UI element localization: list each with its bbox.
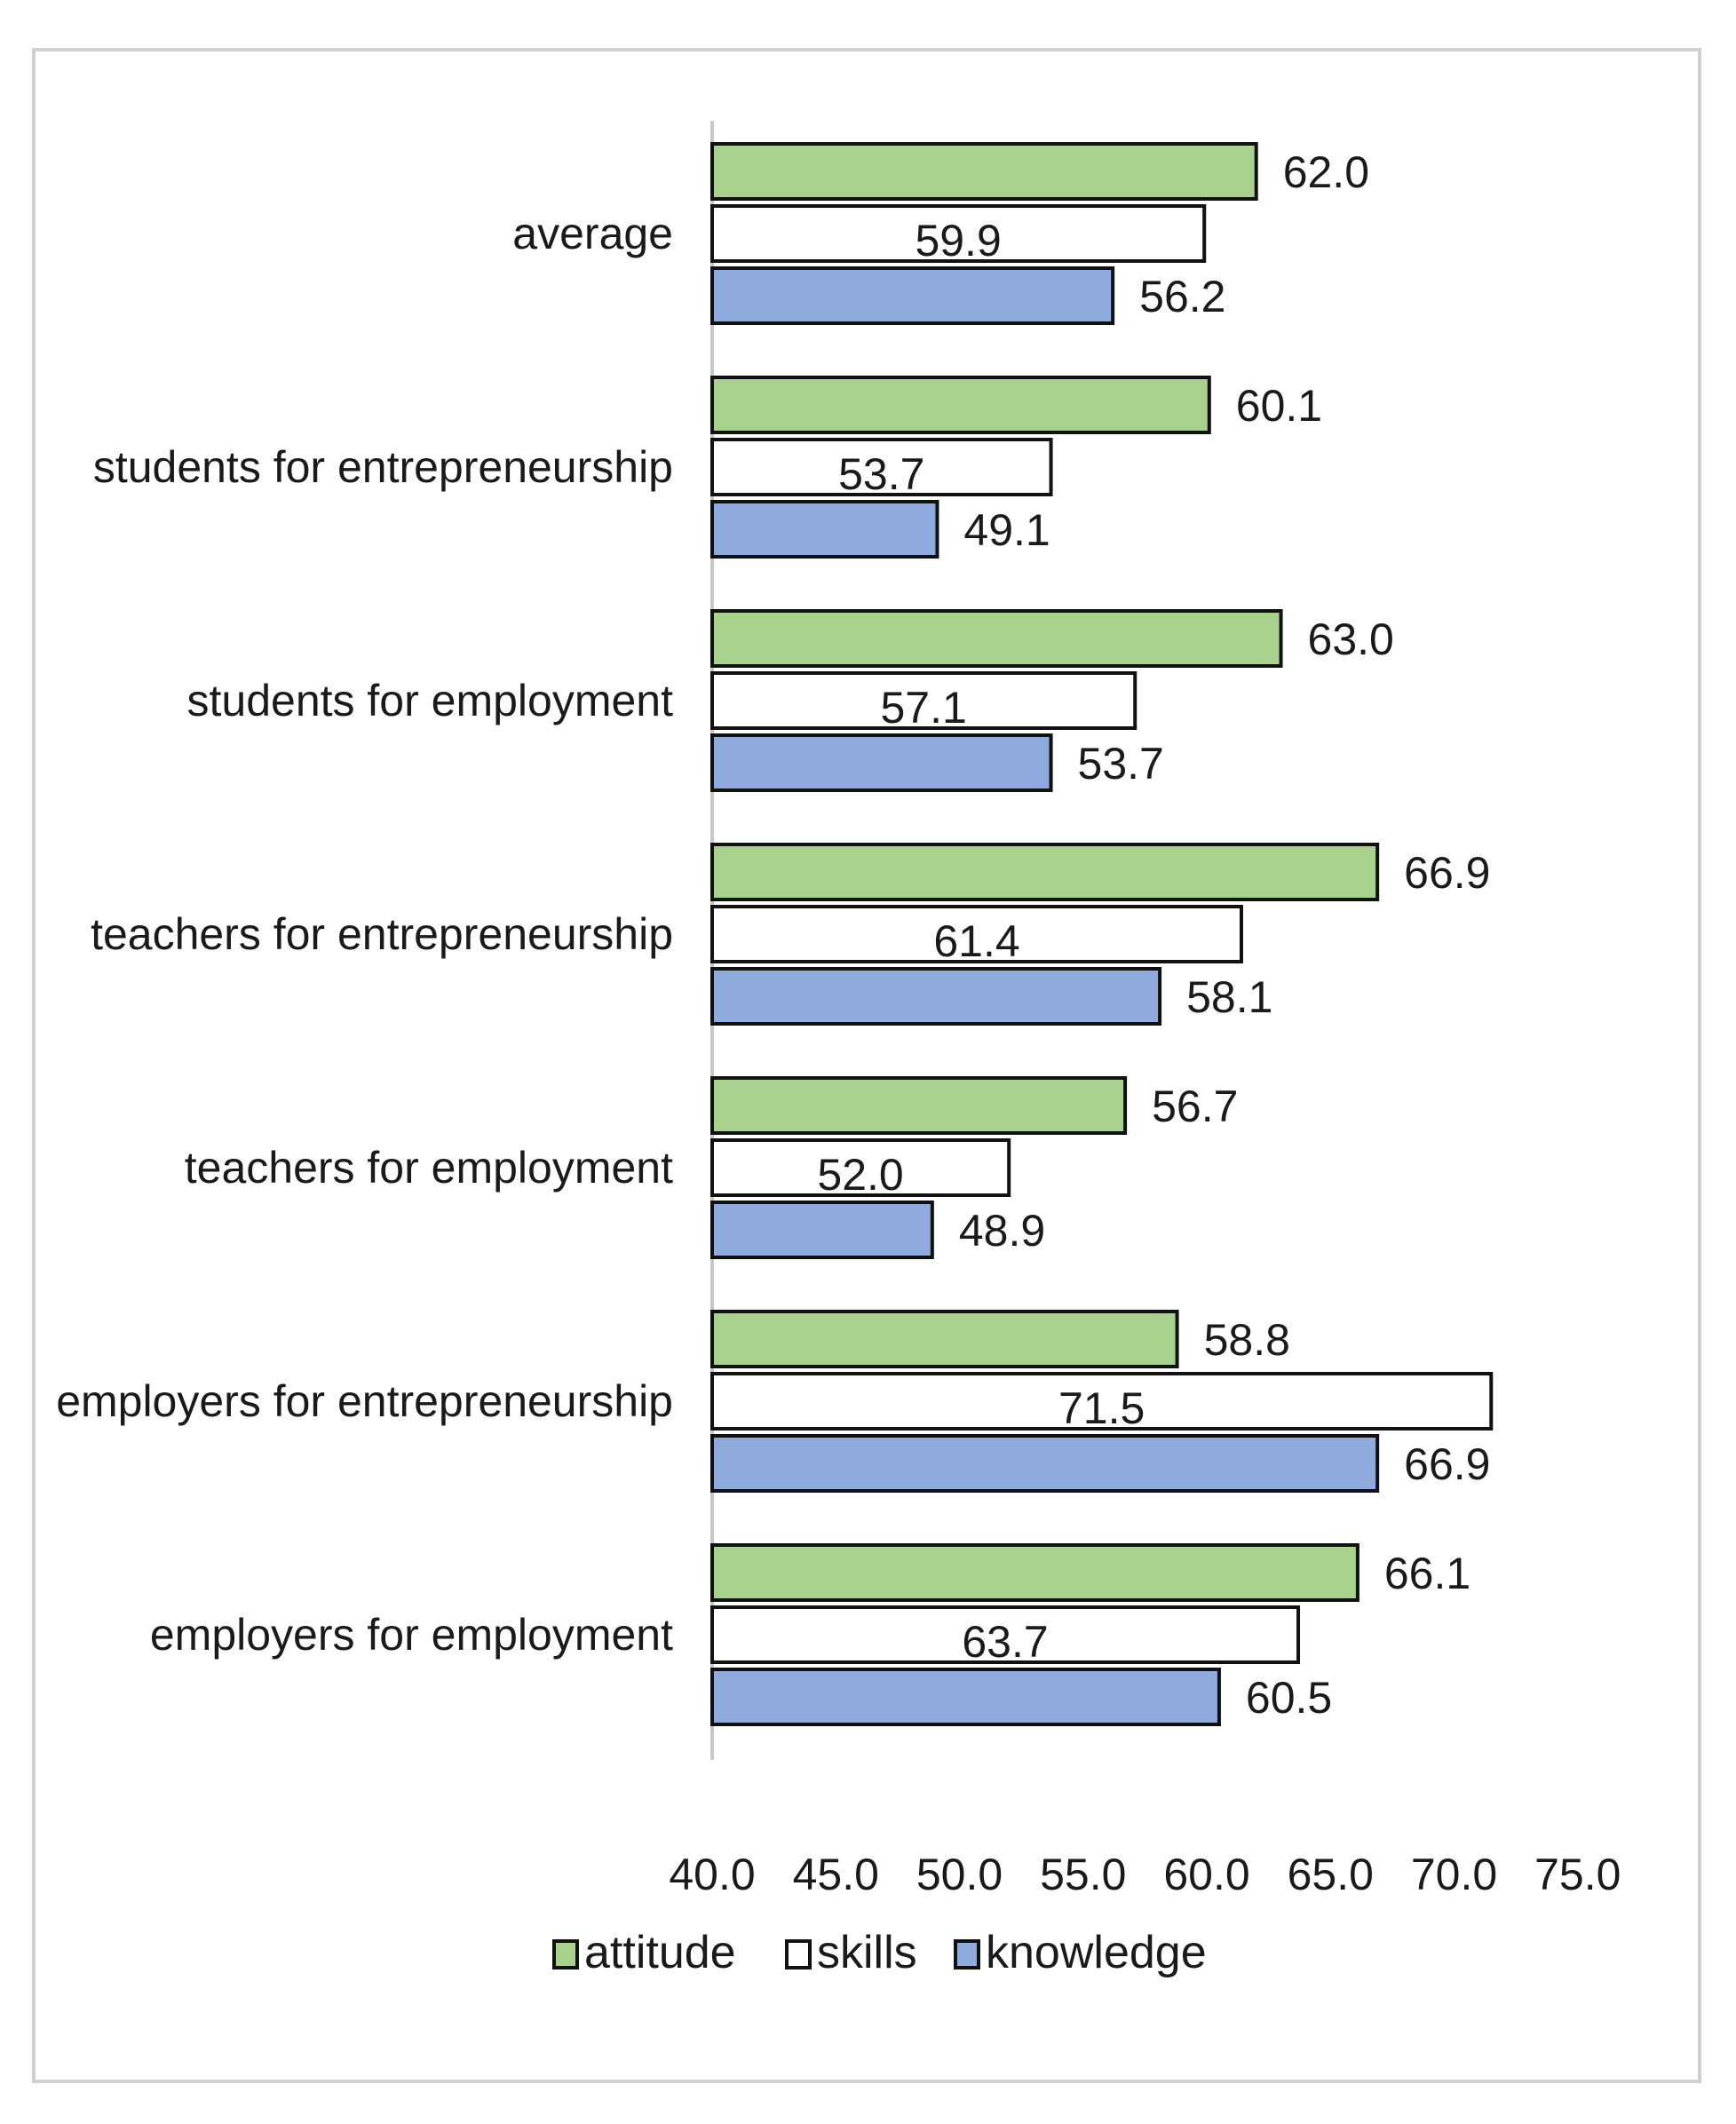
bar-knowledge <box>710 733 1053 792</box>
bar-skills <box>710 204 1207 263</box>
x-tick-label: 75.0 <box>1534 1850 1621 1899</box>
bar-skills <box>710 671 1138 730</box>
x-tick-label: 40.0 <box>669 1850 755 1899</box>
x-tick-label: 45.0 <box>793 1850 879 1899</box>
legend-label-knowledge: knowledge <box>986 1927 1207 1978</box>
bar-knowledge <box>710 1201 934 1259</box>
data-label-knowledge: 48.9 <box>959 1206 1045 1256</box>
x-tick-label: 65.0 <box>1288 1850 1374 1899</box>
data-label-knowledge: 56.2 <box>1139 272 1225 321</box>
bar-attitude <box>710 609 1283 668</box>
legend-swatch-attitude <box>552 1939 579 1969</box>
category-label: students for entrepreneurship <box>93 442 673 492</box>
category-label: employers for employment <box>150 1610 673 1660</box>
data-label-knowledge: 60.5 <box>1246 1673 1332 1723</box>
data-label-attitude: 63.0 <box>1308 614 1394 664</box>
category-label: employers for entrepreneurship <box>56 1376 673 1426</box>
category-label: average <box>512 209 673 258</box>
data-label-skills: 57.1 <box>880 683 966 733</box>
data-label-skills: 53.7 <box>838 449 924 499</box>
bar-chart: average 62.0 59.9 56.2 students for entrepre… <box>56 121 1621 1978</box>
bar-attitude <box>710 843 1380 901</box>
bar-skills <box>710 438 1053 496</box>
data-label-skills: 52.0 <box>817 1150 903 1200</box>
x-tick-label: 50.0 <box>916 1850 1003 1899</box>
data-label-attitude: 60.1 <box>1236 381 1322 431</box>
data-label-attitude: 62.0 <box>1283 147 1369 197</box>
data-label-skills: 59.9 <box>915 216 1001 266</box>
bar-attitude <box>710 142 1258 201</box>
legend-swatch-knowledge <box>954 1939 980 1969</box>
bar-skills <box>710 1605 1301 1664</box>
data-label-attitude: 58.8 <box>1204 1315 1290 1365</box>
data-label-knowledge: 53.7 <box>1078 739 1164 789</box>
bar-knowledge <box>710 1434 1380 1493</box>
data-label-attitude: 56.7 <box>1152 1082 1238 1131</box>
chart-frame: average 62.0 59.9 56.2 students for entrepre… <box>32 48 1701 2083</box>
category-label: teachers for entrepreneurship <box>91 909 673 959</box>
x-tick-label: 60.0 <box>1163 1850 1249 1899</box>
data-label-skills: 63.7 <box>962 1617 1048 1667</box>
data-label-attitude: 66.9 <box>1404 848 1490 898</box>
legend-label-skills: skills <box>817 1927 917 1978</box>
bar-attitude <box>710 1076 1128 1135</box>
legend-label-attitude: attitude <box>584 1927 736 1978</box>
bar-attitude <box>710 1543 1359 1602</box>
bar-skills <box>710 1138 1011 1197</box>
bar-skills <box>710 905 1243 963</box>
x-tick-label: 55.0 <box>1040 1850 1126 1899</box>
category-label: teachers for employment <box>185 1143 673 1193</box>
bar-knowledge <box>710 500 939 559</box>
legend-swatch-skills <box>785 1939 812 1969</box>
data-label-skills: 61.4 <box>933 916 1019 966</box>
bar-knowledge <box>710 266 1115 325</box>
bar-attitude <box>710 1310 1179 1368</box>
data-label-skills: 71.5 <box>1058 1383 1145 1433</box>
data-label-knowledge: 66.9 <box>1404 1439 1490 1489</box>
x-tick-label: 70.0 <box>1411 1850 1497 1899</box>
bar-attitude <box>710 376 1211 434</box>
data-label-knowledge: 58.1 <box>1186 972 1272 1022</box>
category-label: students for employment <box>187 676 674 725</box>
data-label-attitude: 66.1 <box>1384 1549 1470 1598</box>
bar-knowledge <box>710 1668 1221 1726</box>
bar-skills <box>710 1372 1494 1431</box>
bar-knowledge <box>710 967 1162 1026</box>
data-label-knowledge: 49.1 <box>963 505 1050 555</box>
